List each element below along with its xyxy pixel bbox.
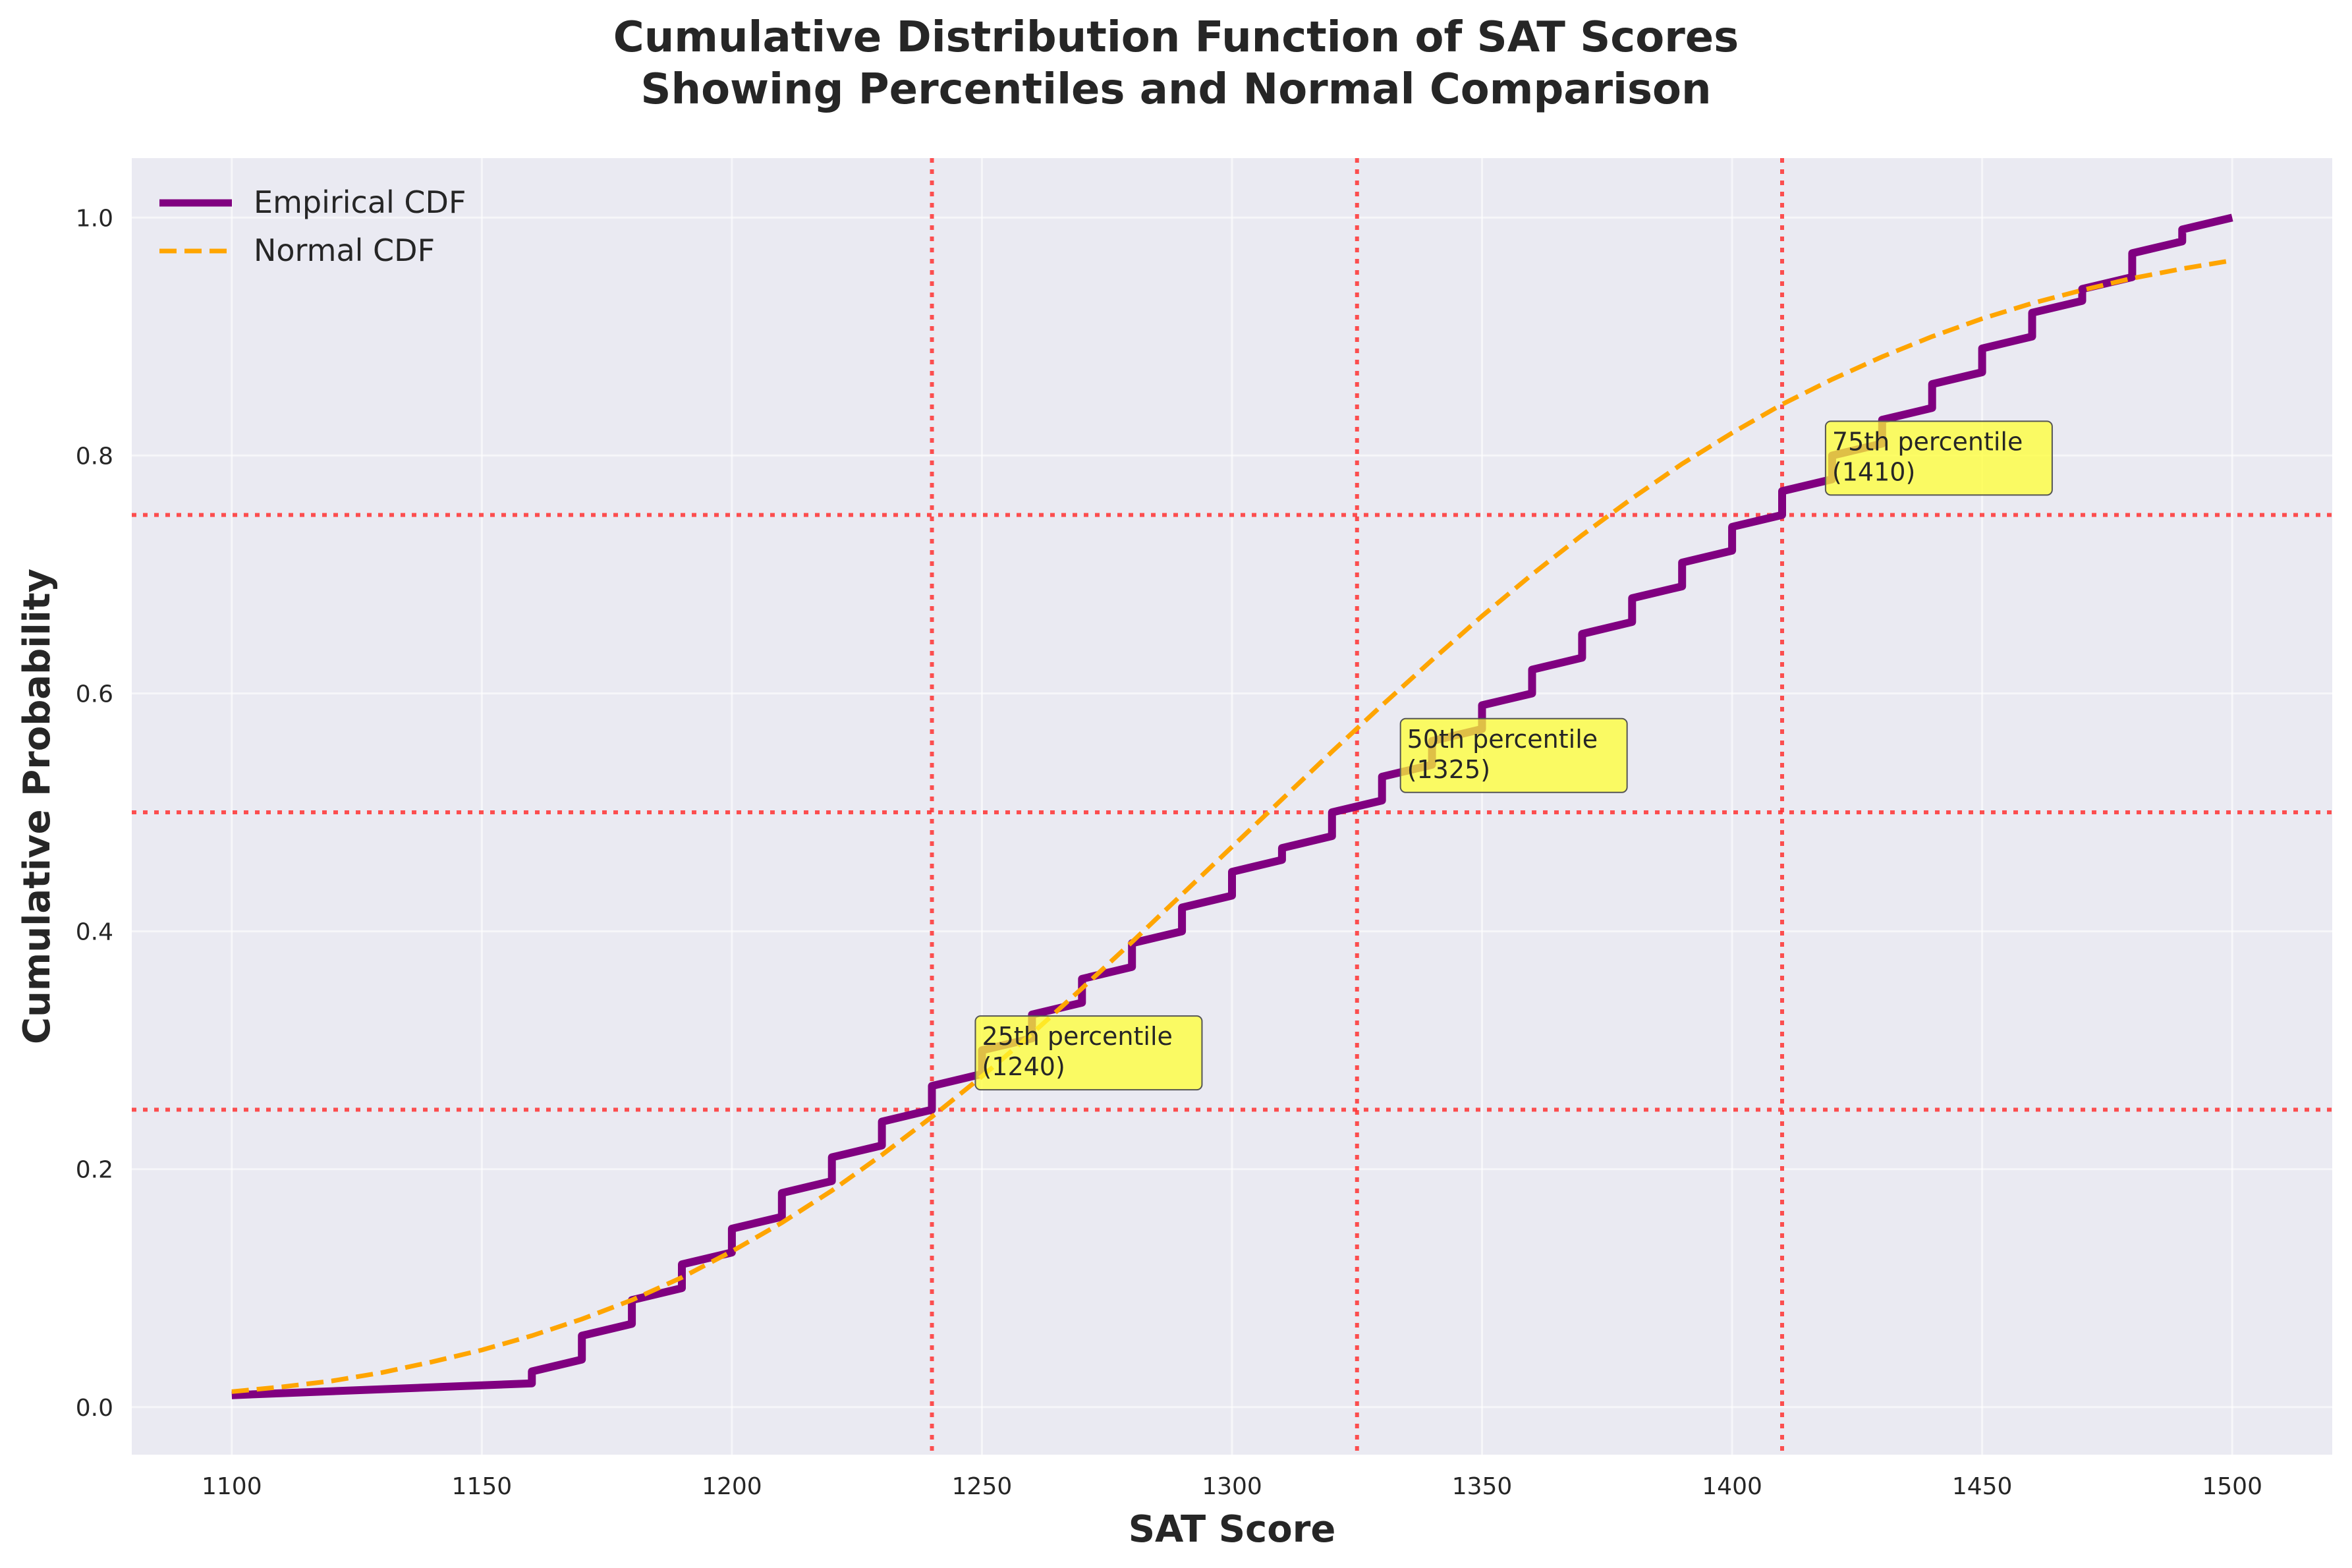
y-tick-label: 0.2: [76, 1157, 113, 1184]
annotation-line-2: (1240): [982, 1052, 1065, 1081]
y-tick-label: 0.4: [76, 919, 113, 946]
x-axis-ticks: 1100 1150 1200 1250 1300 1350 1400 1450 1500: [202, 1473, 2262, 1500]
x-tick-label: 1100: [202, 1473, 262, 1500]
percentile-reference-lines: [132, 158, 2332, 1455]
x-tick-label: 1200: [702, 1473, 762, 1500]
series-layer: [231, 213, 2233, 1399]
chart-title-line-2: Showing Percentiles and Normal Compariso…: [640, 65, 1711, 114]
empirical-cdf-line: [231, 213, 2233, 1399]
y-axis-ticks: 0.0 0.2 0.4 0.6 0.8 1.0: [76, 205, 113, 1422]
annotation-line-2: (1325): [1407, 755, 1490, 784]
annotation-box: [1824, 420, 2053, 496]
annotation-line-1: 25th percentile: [982, 1022, 1172, 1051]
x-tick-label: 1450: [1952, 1473, 2013, 1500]
chart-title-line-1: Cumulative Distribution Function of SAT …: [613, 13, 1739, 62]
annotation-line-2: (1410): [1832, 457, 1915, 486]
x-tick-label: 1300: [1202, 1473, 1262, 1500]
annotation-line-1: 75th percentile: [1832, 427, 2023, 456]
x-tick-label: 1350: [1452, 1473, 1513, 1500]
y-tick-label: 0.6: [76, 681, 113, 708]
legend-label-normal: Normal CDF: [254, 233, 435, 268]
annotation-box: [974, 1015, 1203, 1091]
legend: Empirical CDF Normal CDF: [159, 184, 466, 268]
normal-cdf-line: [231, 258, 2233, 1394]
x-axis-label: SAT Score: [1129, 1508, 1336, 1551]
annotation-box: [1399, 717, 1628, 793]
legend-label-empirical: Empirical CDF: [254, 184, 466, 220]
x-tick-label: 1400: [1702, 1473, 1762, 1500]
grid-lines: [132, 158, 2332, 1455]
y-tick-label: 0.8: [76, 443, 113, 470]
x-tick-label: 1500: [2202, 1473, 2262, 1500]
annotation-line-1: 50th percentile: [1407, 725, 1598, 754]
percentile-annotations: 25th percentile(1240) 50th percentile(132…: [974, 420, 2053, 1091]
y-tick-label: 1.0: [76, 205, 113, 232]
x-tick-label: 1150: [452, 1473, 513, 1500]
x-tick-label: 1250: [952, 1473, 1013, 1500]
y-tick-label: 0.0: [76, 1395, 113, 1422]
y-axis-label: Cumulative Probability: [16, 569, 59, 1044]
